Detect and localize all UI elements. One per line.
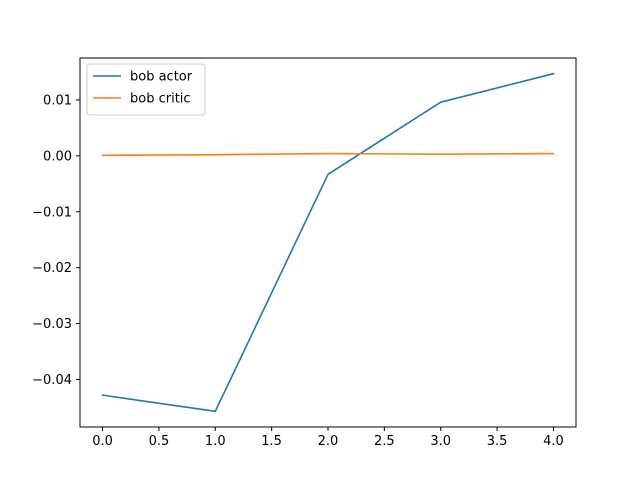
series-line-0: [101, 72, 555, 413]
x-tick-label: 2.0: [318, 434, 339, 449]
x-tick-label: 3.5: [487, 434, 508, 449]
legend: bob actor bob critic: [86, 63, 206, 116]
y-tick-label: 0.01: [43, 93, 72, 108]
legend-label-0: bob actor: [130, 70, 193, 85]
x-tick-label: 3.0: [430, 434, 451, 449]
series-layer: [101, 72, 555, 413]
y-axis: −0.04 −0.03 −0.02 −0.01 0.00 0.01: [32, 93, 80, 388]
y-tick-label: −0.03: [32, 317, 72, 332]
x-tick-label: 1.5: [261, 434, 282, 449]
y-tick-label: −0.02: [32, 261, 72, 276]
x-tick-label: 0.5: [149, 434, 170, 449]
x-tick-label: 0.0: [92, 434, 113, 449]
x-tick-label: 4.0: [543, 434, 564, 449]
y-tick-label: 0.00: [43, 149, 72, 164]
legend-label-1: bob critic: [130, 92, 191, 107]
y-tick-label: −0.04: [32, 373, 72, 388]
y-tick-label: −0.01: [32, 205, 72, 220]
x-tick-label: 1.0: [205, 434, 226, 449]
x-tick-label: 2.5: [374, 434, 395, 449]
series-line-1: [101, 152, 555, 157]
x-axis: 0.0 0.5 1.0 1.5 2.0 2.5 3.0 3.5 4.0: [92, 427, 564, 449]
